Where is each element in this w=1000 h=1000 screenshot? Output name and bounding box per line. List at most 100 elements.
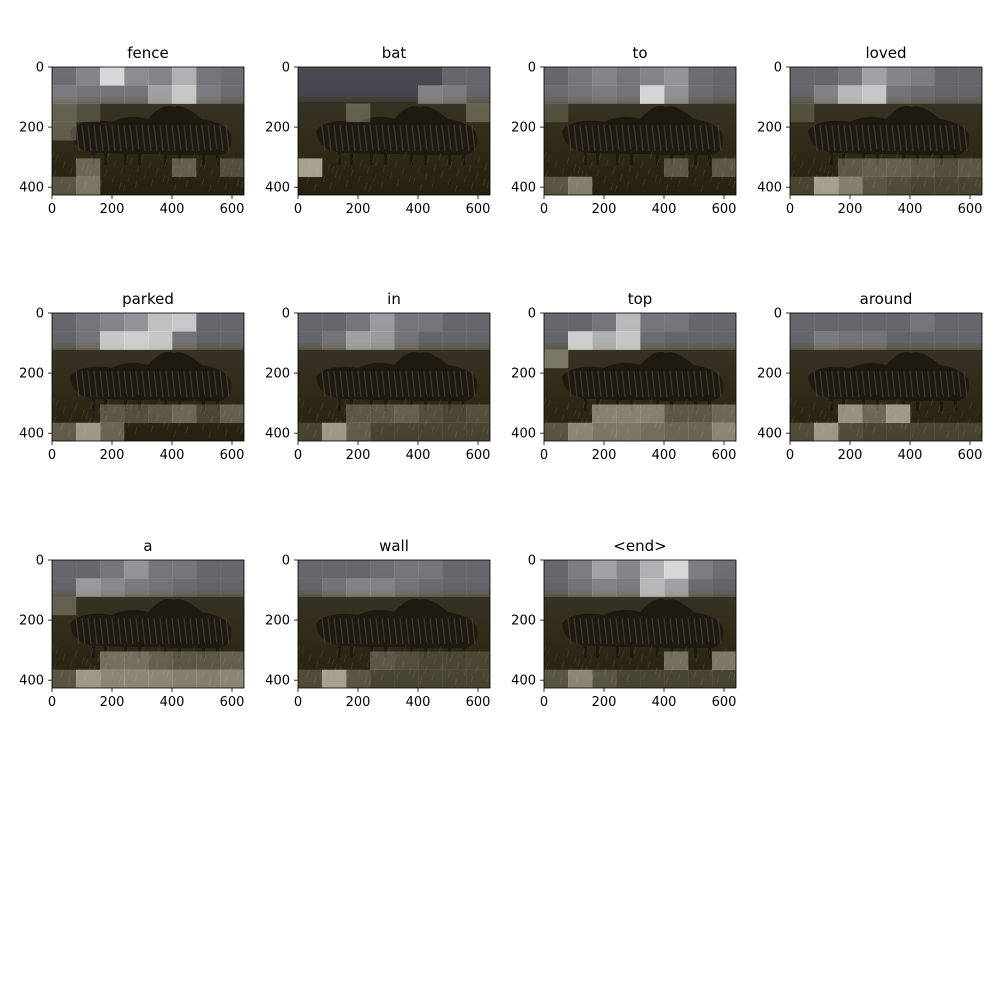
- attention-cell: [52, 313, 77, 332]
- y-tick-label: 0: [36, 554, 44, 569]
- attention-cell: [394, 422, 419, 442]
- attention-overlay: [298, 560, 491, 689]
- axes-frame: [297, 66, 491, 196]
- attention-cell: [592, 560, 617, 579]
- attention-cell: [688, 404, 713, 424]
- attention-cell: [172, 669, 197, 689]
- attention-cell: [592, 578, 617, 597]
- attention-cell: [466, 331, 491, 350]
- attention-cell: [664, 422, 689, 442]
- attention-cell: [688, 67, 713, 86]
- attention-cell: [466, 578, 491, 597]
- attention-cell: [886, 404, 911, 424]
- attention-cell: [712, 669, 737, 689]
- attention-cell: [124, 669, 149, 689]
- y-tick-label: 0: [528, 61, 536, 76]
- attention-cell: [934, 158, 959, 178]
- x-tick-label: 600: [712, 202, 737, 217]
- panel-title: <end>: [613, 537, 666, 555]
- attention-cell: [370, 313, 395, 332]
- scene-image: [297, 67, 490, 195]
- attention-cell: [100, 651, 125, 671]
- attention-cell: [958, 422, 983, 442]
- x-tick-label: 400: [160, 448, 185, 463]
- attention-cell: [544, 331, 569, 350]
- y-tick-label: 0: [36, 307, 44, 322]
- attention-cell: [910, 85, 935, 104]
- attention-cell: [886, 422, 911, 442]
- attention-cell: [148, 651, 173, 671]
- attention-cell: [148, 67, 173, 86]
- scene-image: [297, 313, 490, 441]
- attention-cell: [838, 158, 863, 178]
- scene-image: [51, 67, 244, 195]
- attention-cell: [124, 404, 149, 424]
- attention-cell: [220, 578, 245, 597]
- attention-cell: [568, 67, 593, 86]
- attention-panel: fence 0 200 400 600 0 200 400: [19, 44, 244, 217]
- x-tick-label: 400: [652, 695, 677, 710]
- x-tick-label: 0: [48, 695, 56, 710]
- attention-cell: [442, 578, 467, 597]
- attention-cell: [370, 422, 395, 442]
- attention-overlay: [52, 560, 245, 689]
- axes-frame: [51, 66, 245, 196]
- attention-overlay: [544, 313, 737, 442]
- attention-cell: [466, 560, 491, 579]
- y-tick-label: 400: [511, 674, 536, 689]
- axes-frame: [789, 66, 983, 196]
- attention-cell: [100, 85, 125, 104]
- attention-cell: [814, 313, 839, 332]
- x-tick-label: 0: [294, 695, 302, 710]
- attention-cell: [124, 313, 149, 332]
- panel-title: a: [143, 537, 152, 555]
- attention-cell: [886, 176, 911, 196]
- attention-panel: <end> 0 200 400 600 0 200 400: [511, 537, 736, 710]
- x-tick-label: 600: [220, 202, 245, 217]
- attention-cell: [592, 67, 617, 86]
- attention-cell: [52, 103, 77, 123]
- attention-cell: [838, 313, 863, 332]
- attention-panel: in 0 200 400 600 0 200 400: [265, 290, 490, 463]
- y-tick-label: 400: [757, 181, 782, 196]
- attention-cell: [346, 103, 371, 123]
- attention-cell: [958, 158, 983, 178]
- panel-title: wall: [379, 537, 409, 555]
- attention-cell: [544, 85, 569, 104]
- y-tick-label: 400: [265, 181, 290, 196]
- attention-cell: [958, 67, 983, 86]
- x-tick-label: 400: [160, 695, 185, 710]
- attention-cell: [568, 85, 593, 104]
- attention-cell: [76, 560, 101, 579]
- attention-cell: [862, 176, 887, 196]
- attention-cell: [418, 313, 443, 332]
- attention-cell: [346, 331, 371, 350]
- attention-cell: [196, 331, 221, 350]
- attention-cell: [442, 422, 467, 442]
- y-tick-label: 200: [511, 614, 536, 629]
- attention-cell: [838, 85, 863, 104]
- attention-cell: [148, 331, 173, 350]
- attention-cell: [370, 331, 395, 350]
- attention-cell: [394, 651, 419, 671]
- x-tick-label: 0: [540, 448, 548, 463]
- y-tick-label: 0: [282, 307, 290, 322]
- attention-cell: [418, 331, 443, 350]
- attention-cell: [886, 85, 911, 104]
- panel-title: top: [628, 290, 653, 308]
- attention-cell: [196, 669, 221, 689]
- attention-cell: [220, 85, 245, 104]
- attention-cell: [196, 313, 221, 332]
- x-tick-label: 200: [838, 448, 863, 463]
- attention-cell: [544, 67, 569, 86]
- y-tick-label: 0: [774, 307, 782, 322]
- attention-cell: [640, 404, 665, 424]
- attention-cell: [790, 422, 815, 442]
- attention-cell: [76, 578, 101, 597]
- attention-panel: top 0 200 400 600 0 200 400: [511, 290, 736, 463]
- attention-cell: [688, 331, 713, 350]
- attention-panel: wall 0 200 400 600 0 200 400: [265, 537, 490, 710]
- attention-cell: [220, 158, 245, 178]
- attention-cell: [442, 67, 467, 86]
- attention-cell: [418, 651, 443, 671]
